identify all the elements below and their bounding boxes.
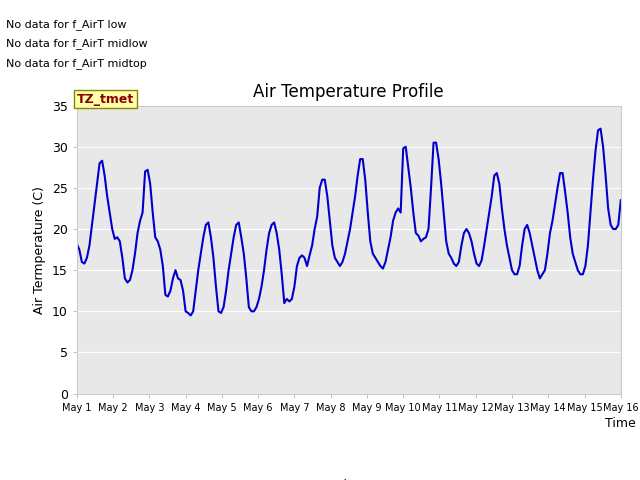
Title: Air Temperature Profile: Air Temperature Profile: [253, 83, 444, 101]
Text: No data for f_AirT midtop: No data for f_AirT midtop: [6, 58, 147, 69]
X-axis label: Time: Time: [605, 417, 636, 430]
Y-axis label: Air Termperature (C): Air Termperature (C): [33, 186, 46, 313]
Text: No data for f_AirT low: No data for f_AirT low: [6, 19, 127, 30]
Text: No data for f_AirT midlow: No data for f_AirT midlow: [6, 38, 148, 49]
Legend: AirT 22m: AirT 22m: [301, 474, 397, 480]
Text: TZ_tmet: TZ_tmet: [77, 93, 134, 106]
